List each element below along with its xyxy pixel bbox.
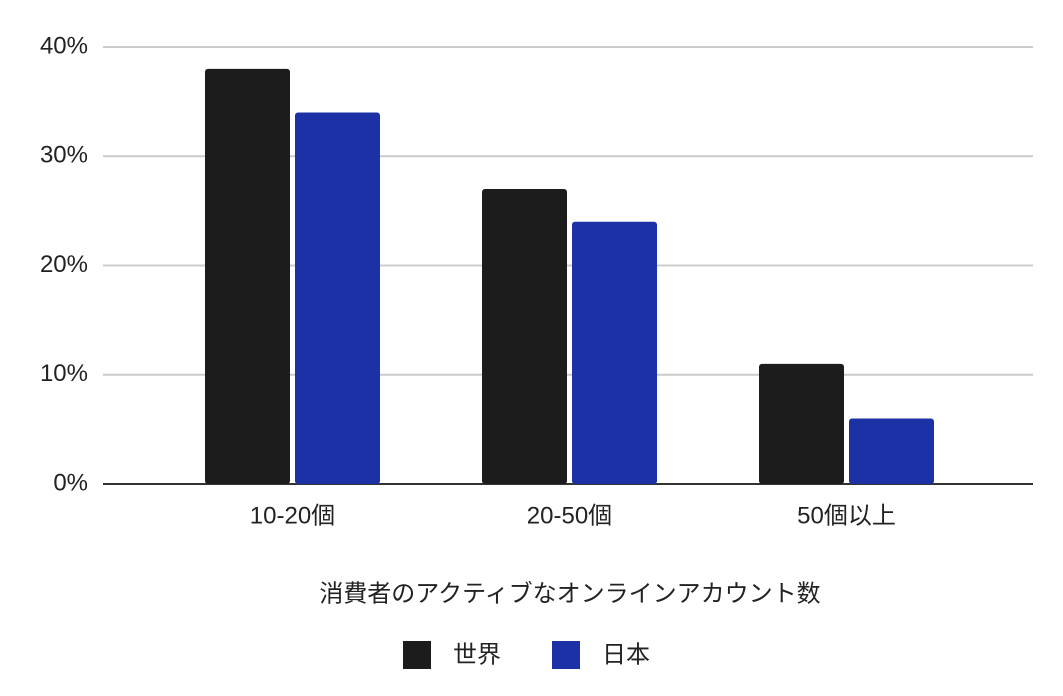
bar [482,189,567,484]
legend-label: 世界 [453,641,501,668]
legend-swatch [403,641,431,669]
y-tick-label: 10% [40,360,88,387]
x-axis-title: 消費者のアクティブなオンラインアカウント数 [319,580,820,607]
x-tick-label: 10-20個 [250,502,335,529]
bar [295,112,380,485]
y-tick-label: 40% [40,32,88,59]
bar [572,221,657,485]
legend-label: 日本 [602,641,650,668]
bar [759,363,844,484]
bar [205,68,290,484]
y-tick-label: 20% [40,251,88,278]
x-tick-label: 50個以上 [797,502,896,529]
y-tick-label: 30% [40,142,88,169]
x-tick-label: 20-50個 [527,502,612,529]
bar [849,418,934,484]
y-tick-label: 0% [53,469,88,496]
legend-swatch [552,641,580,669]
